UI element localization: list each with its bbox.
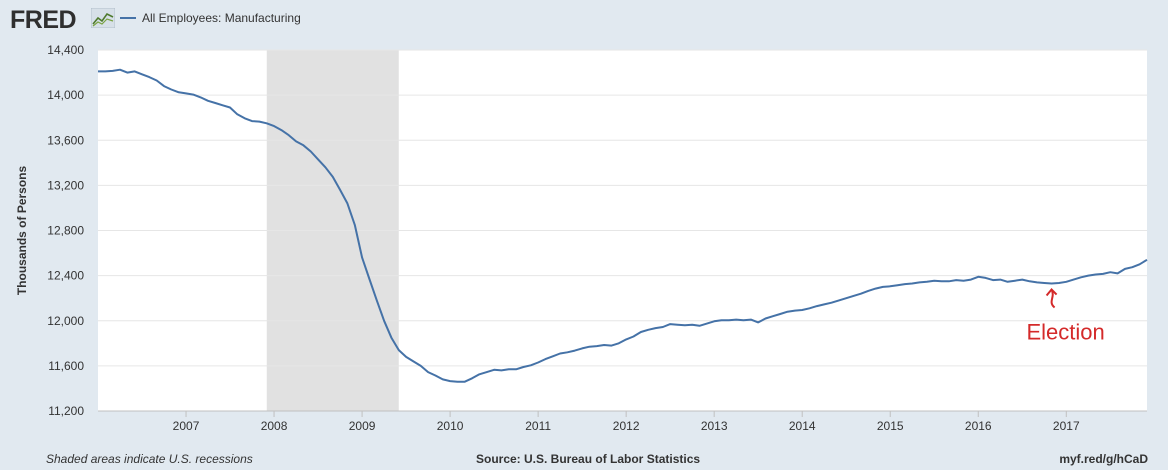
y-tick-label: 11,200 xyxy=(48,404,84,418)
x-tick-label: 2013 xyxy=(701,419,728,433)
y-tick-label: 12,800 xyxy=(47,224,84,238)
x-tick-label: 2010 xyxy=(437,419,464,433)
x-tick-label: 2012 xyxy=(613,419,640,433)
annotation-arrow-head xyxy=(1045,288,1058,297)
x-tick-label: 2008 xyxy=(261,419,288,433)
y-axis-title: Thousands of Persons xyxy=(15,166,29,296)
y-tick-label: 11,600 xyxy=(48,359,84,373)
election-annotation: Election xyxy=(1026,288,1105,345)
x-tick-label: 2007 xyxy=(173,419,200,433)
annotation-label: Election xyxy=(1026,320,1104,345)
legend-series-label: All Employees: Manufacturing xyxy=(142,11,301,25)
chart-legend: All Employees: Manufacturing xyxy=(120,11,301,25)
y-tick-label: 12,400 xyxy=(47,269,84,283)
x-tick-label: 2009 xyxy=(349,419,376,433)
recession-note: Shaded areas indicate U.S. recessions xyxy=(46,452,253,466)
y-tick-label: 12,000 xyxy=(47,314,84,328)
legend-line-swatch xyxy=(120,17,136,19)
x-tick-label: 2017 xyxy=(1053,419,1080,433)
y-tick-label: 13,600 xyxy=(47,133,84,147)
x-tick-label: 2016 xyxy=(965,419,992,433)
source-note: Source: U.S. Bureau of Labor Statistics xyxy=(476,452,701,466)
x-tick-label: 2015 xyxy=(877,419,904,433)
short-url-link[interactable]: myf.red/g/hCaD xyxy=(1059,452,1148,466)
x-tick-label: 2014 xyxy=(789,419,816,433)
x-tick-label: 2011 xyxy=(525,419,551,433)
y-tick-label: 13,200 xyxy=(47,178,84,192)
y-tick-label: 14,400 xyxy=(47,43,84,57)
y-tick-label: 14,000 xyxy=(47,88,84,102)
chart-header: FRED All Employees: Manufacturing xyxy=(0,0,1168,40)
series-line xyxy=(98,68,1148,383)
fred-logo-graph-icon xyxy=(91,8,115,28)
fred-logo[interactable]: FRED xyxy=(10,6,77,34)
